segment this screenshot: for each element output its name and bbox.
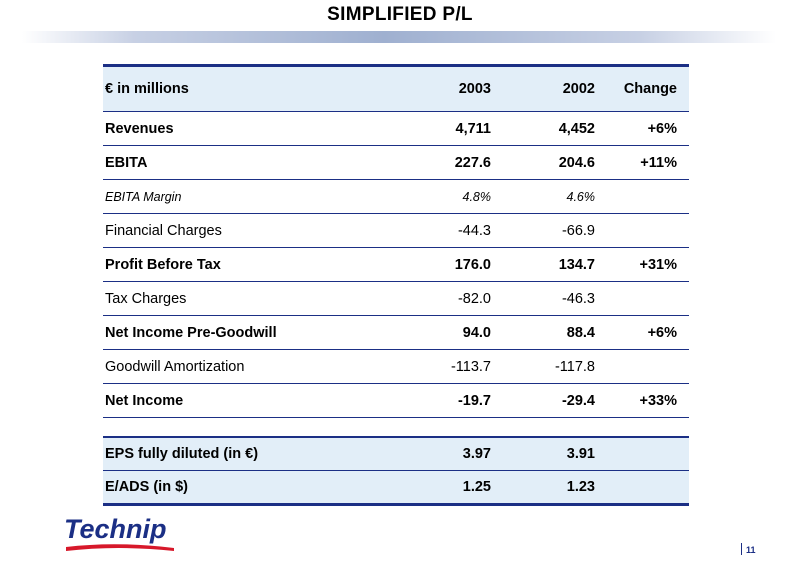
row-change: +6% — [647, 120, 677, 137]
page-title: SIMPLIFIED P/L — [327, 4, 473, 25]
page-number-divider — [741, 543, 742, 555]
row-label: E/ADS (in $) — [105, 479, 188, 495]
row-value-2003: 4,711 — [455, 120, 492, 137]
row-value-2003: 94.0 — [462, 324, 491, 341]
row-label: EBITA — [105, 154, 148, 171]
table-row-tax-charges: Tax Charges -82.0 -46.3 — [103, 282, 689, 316]
logo-red-swoosh — [66, 544, 174, 551]
table-row-eps-diluted: EPS fully diluted (in €) 3.97 3.91 — [103, 438, 689, 471]
row-value-2002: -66.9 — [561, 222, 595, 239]
row-change: +6% — [647, 324, 677, 341]
header-change: Change — [623, 81, 677, 97]
technip-logo-graphic: Technip — [64, 514, 174, 551]
row-value-2003: 4.8% — [462, 189, 492, 204]
row-label: EBITA Margin — [105, 189, 182, 204]
row-change: +11% — [640, 154, 677, 171]
table-row-profit-before-tax: Profit Before Tax 176.0 134.7 +31% — [103, 248, 689, 282]
row-value-2002: 134.7 — [558, 256, 595, 273]
row-label: Net Income — [105, 392, 184, 409]
row-value-2003: 1.25 — [462, 479, 491, 495]
header-label: € in millions — [105, 81, 189, 97]
row-label: Financial Charges — [105, 222, 222, 239]
row-value-2003: -44.3 — [457, 222, 491, 239]
row-value-2002: 1.23 — [566, 479, 595, 495]
row-change: +31% — [639, 256, 678, 273]
logo-wordmark: Technip — [64, 514, 167, 544]
technip-logo: Technip — [62, 511, 180, 560]
row-value-2003: -113.7 — [450, 358, 491, 375]
row-value-2002: 204.6 — [558, 154, 595, 171]
row-value-2002: -29.4 — [561, 392, 595, 409]
row-label: Profit Before Tax — [105, 256, 221, 273]
row-value-2003: 3.97 — [462, 446, 491, 462]
row-label: Revenues — [105, 120, 174, 137]
table-row-eads: E/ADS (in $) 1.25 1.23 — [103, 471, 689, 506]
row-value-2003: -82.0 — [457, 290, 491, 307]
table-row-ebita-margin: EBITA Margin 4.8% 4.6% — [103, 180, 689, 214]
row-value-2003: 176.0 — [454, 256, 491, 273]
row-value-2003: 227.6 — [454, 154, 491, 171]
page-number: 11 — [746, 545, 756, 555]
row-value-2002: 4.6% — [566, 189, 596, 204]
row-label: EPS fully diluted (in €) — [105, 446, 259, 462]
header-2002: 2002 — [562, 81, 595, 97]
table-row-financial-charges: Financial Charges -44.3 -66.9 — [103, 214, 689, 248]
row-value-2002: -46.3 — [561, 290, 595, 307]
table-row-net-income: Net Income -19.7 -29.4 +33% — [103, 384, 689, 418]
row-value-2003: -19.7 — [457, 392, 491, 409]
row-value-2002: 4,452 — [558, 120, 595, 137]
row-label: Tax Charges — [105, 290, 187, 307]
row-label: Goodwill Amortization — [105, 358, 245, 375]
row-value-2002: 3.91 — [566, 446, 595, 462]
table-row-goodwill-amortization: Goodwill Amortization -113.7 -117.8 — [103, 350, 689, 384]
table-row-revenues: Revenues 4,711 4,452 +6% — [103, 112, 689, 146]
table-row-net-income-pre-goodwill: Net Income Pre-Goodwill 94.0 88.4 +6% — [103, 316, 689, 350]
table-spacer-row — [103, 418, 689, 438]
row-value-2002: 88.4 — [566, 324, 595, 341]
pl-table: € in millions 2003 2002 Change Revenues … — [103, 64, 689, 506]
table-row-ebita: EBITA 227.6 204.6 +11% — [103, 146, 689, 180]
title-underline-bar — [22, 31, 776, 43]
row-value-2002: -117.8 — [554, 358, 595, 375]
header-2003: 2003 — [458, 81, 491, 97]
row-change: +33% — [639, 392, 678, 409]
row-label: Net Income Pre-Goodwill — [105, 324, 277, 341]
table-header-row: € in millions 2003 2002 Change — [103, 64, 689, 112]
